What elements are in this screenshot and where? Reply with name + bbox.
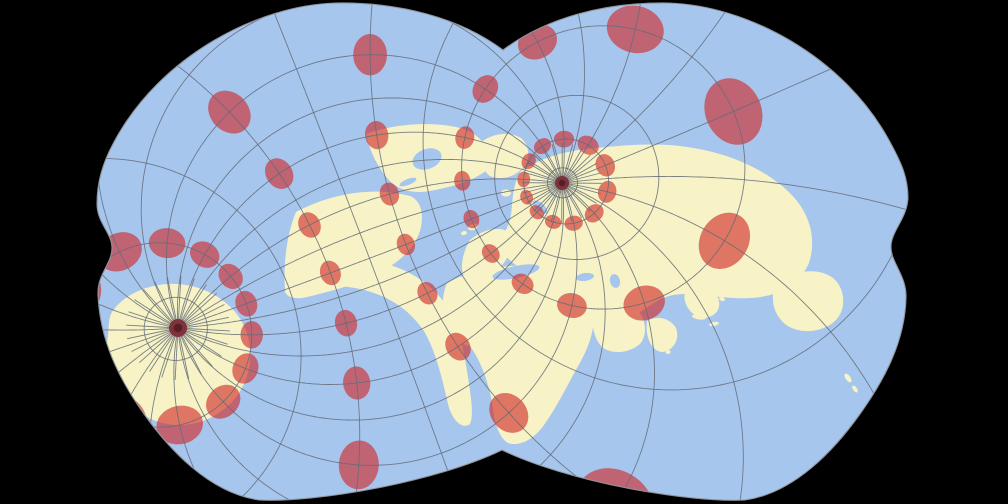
- lake-great-lakes: [399, 177, 417, 187]
- landmass-australia: [772, 271, 844, 332]
- lake-caspian-sea: [609, 274, 621, 288]
- lake-hudson-bay: [412, 148, 442, 170]
- meridian-line: [97, 2, 585, 329]
- south-pole-marker-core: [173, 323, 183, 333]
- island-philippines: [719, 296, 725, 302]
- map-outline: [96, 2, 909, 501]
- island-sumatra: [692, 314, 706, 320]
- north-pole-marker-core: [558, 179, 566, 187]
- parallel-line: [523, 138, 609, 225]
- parallel-line: [461, 25, 746, 310]
- island-iceland: [501, 189, 511, 197]
- parallel-line: [369, 2, 908, 501]
- meridian-line: [97, 175, 908, 501]
- parallel-line: [547, 167, 578, 199]
- parallel-line: [97, 242, 253, 428]
- parallel-line: [422, 2, 908, 391]
- lake-mediterranean: [492, 264, 540, 280]
- south-pole-marker: [169, 319, 187, 337]
- lake-black-sea: [576, 272, 594, 282]
- island-new-zealand-n: [844, 373, 852, 383]
- meridian-line: [97, 2, 565, 329]
- parallel-line: [97, 2, 361, 501]
- parallel-line: [143, 296, 208, 361]
- meridian-line: [97, 2, 853, 331]
- parallel-line: [494, 94, 660, 260]
- north-pole-marker: [555, 176, 569, 190]
- landmass-africa: [442, 265, 595, 445]
- landmass-india: [646, 317, 678, 352]
- island-ireland: [461, 230, 467, 236]
- meridian-line: [97, 2, 646, 329]
- meridian-line: [140, 2, 563, 328]
- island-new-zealand-s: [852, 385, 858, 393]
- meridian-line: [173, 182, 655, 501]
- parallel-line: [97, 158, 302, 501]
- island-sri-lanka: [665, 350, 671, 354]
- landmass-southeast-asia: [684, 288, 720, 318]
